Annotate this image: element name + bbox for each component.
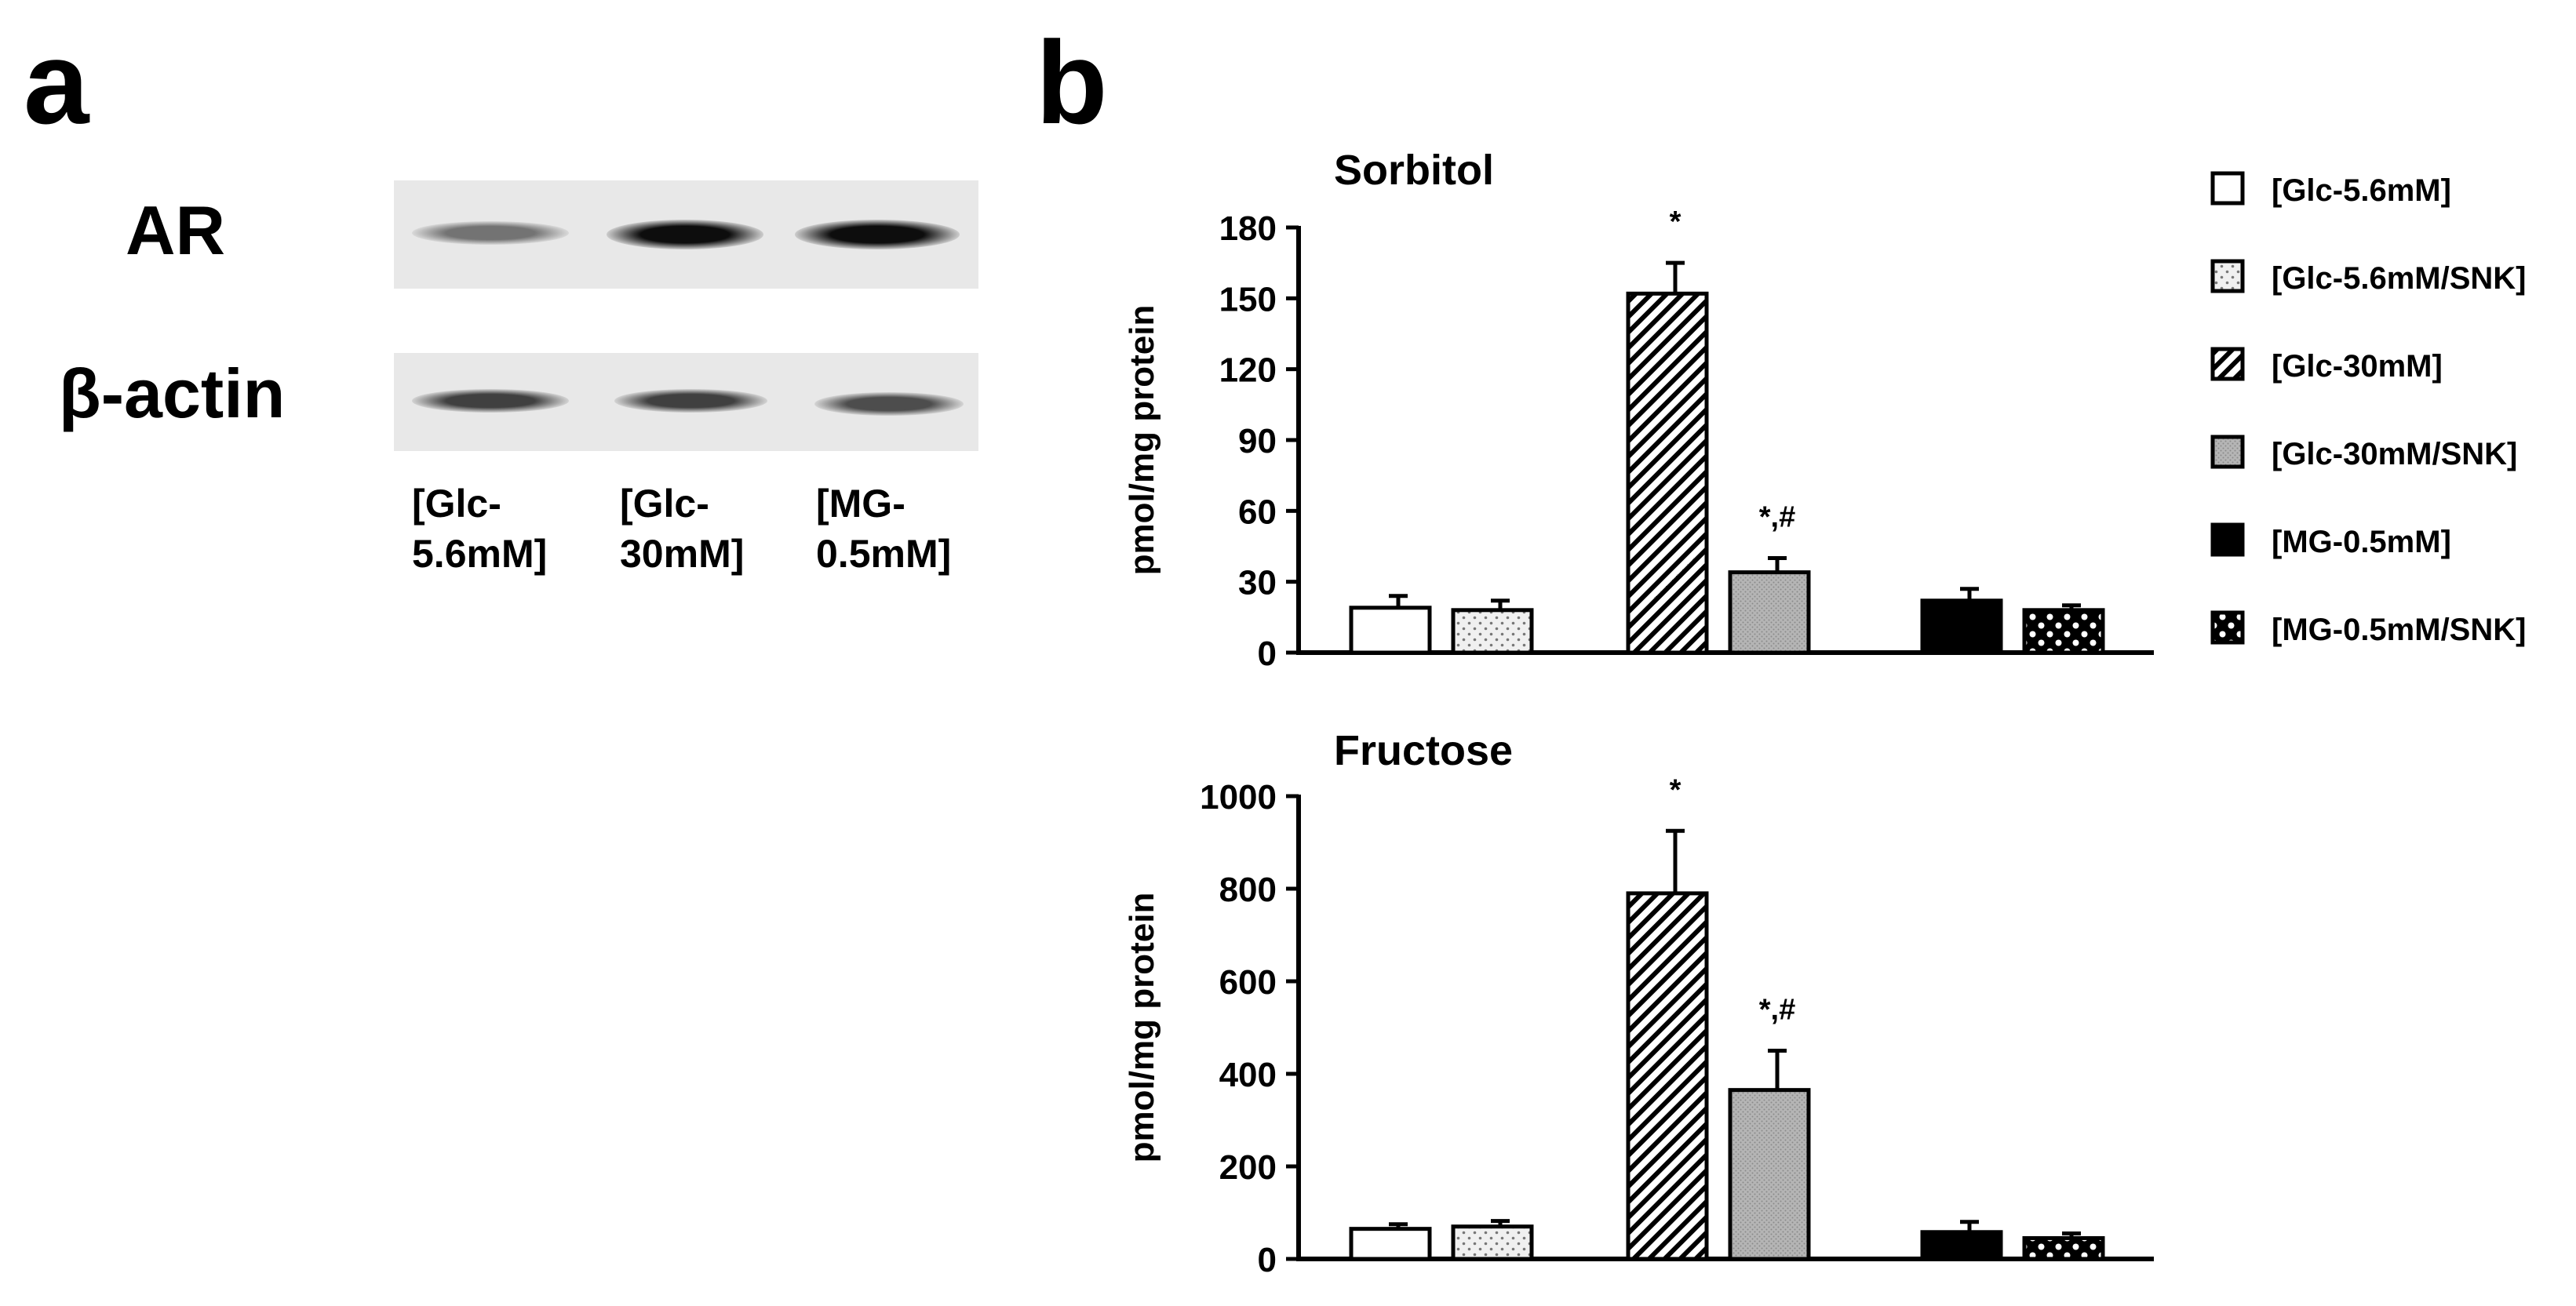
bar [2022, 1235, 2105, 1261]
bar [2022, 608, 2105, 655]
legend-label: [MG-0.5mM/SNK] [2272, 613, 2526, 647]
legend-swatch [2210, 610, 2245, 645]
bar [1920, 598, 2003, 655]
chart-title: Sorbitol [1334, 147, 1494, 194]
legend-swatch [2210, 435, 2245, 469]
legend-label: [Glc-30mM] [2272, 349, 2443, 384]
y-tick-label: 800 [1219, 871, 1277, 909]
legend-label: [Glc-30mM/SNK] [2272, 437, 2517, 471]
y-tick-label: 30 [1238, 564, 1277, 602]
chart-sorbitol: Sorbitol pmol/mg protein 0 30 60 90 120 150 180 *… [1123, 147, 2154, 673]
bar [1451, 608, 1534, 655]
chart-fructose: Fructose pmol/mg protein 0 200 400 600 800 1000… [1123, 727, 2154, 1279]
lane-label-3: [MG- 0.5mM] [816, 482, 952, 576]
legend-swatch [2210, 171, 2245, 206]
legend-label: [Glc-5.6mM/SNK] [2272, 261, 2527, 296]
ar-band-lane-1 [412, 221, 569, 245]
bar [1349, 606, 1432, 655]
bar [1920, 1230, 2003, 1261]
ar-band-lane-3 [795, 220, 960, 249]
lane-label-2: [Glc- 30mM] [620, 482, 745, 576]
beta-actin-row-label: β-actin [59, 355, 286, 432]
beta-actin-band-lane-3 [814, 392, 964, 416]
legend: [Glc-5.6mM] [Glc-5.6mM/SNK] [Glc-30mM] [Glc… [2210, 171, 2527, 647]
y-tick-label: 1000 [1200, 778, 1277, 817]
y-tick-label: 200 [1219, 1148, 1277, 1187]
bar [1626, 891, 1709, 1261]
beta-actin-band-lane-2 [614, 389, 767, 413]
y-axis-label: pmol/mg protein [1123, 893, 1161, 1163]
legend-label: [MG-0.5mM] [2272, 525, 2451, 559]
panel-b-letter: b [1036, 16, 1108, 148]
significance-label: *,# [1759, 501, 1795, 534]
bar [1728, 570, 1811, 655]
lane-label-1: [Glc- 5.6mM] [412, 482, 548, 576]
significance-label: *,# [1759, 994, 1795, 1027]
beta-actin-band-lane-1 [412, 389, 569, 413]
legend-label: [Glc-5.6mM] [2272, 173, 2451, 208]
ar-band-lane-2 [607, 220, 763, 249]
y-tick-label: 90 [1238, 422, 1277, 460]
legend-swatch [2210, 522, 2245, 557]
y-tick-label: 600 [1219, 963, 1277, 1002]
significance-label: * [1670, 206, 1682, 238]
y-tick-label: 120 [1219, 351, 1277, 390]
y-tick-label: 400 [1219, 1056, 1277, 1094]
y-tick-label: 60 [1238, 493, 1277, 531]
ar-row-label: AR [126, 191, 226, 269]
legend-swatch [2210, 259, 2245, 293]
bar [1451, 1224, 1534, 1261]
y-tick-label: 180 [1219, 209, 1277, 248]
y-tick-label: 150 [1219, 280, 1277, 318]
bar [1728, 1088, 1811, 1261]
panel-a-letter: a [24, 16, 89, 148]
legend-swatch [2210, 347, 2245, 381]
significance-label: * [1670, 773, 1682, 806]
y-tick-label: 0 [1258, 635, 1277, 673]
y-tick-label: 0 [1258, 1241, 1277, 1279]
bar [1349, 1227, 1432, 1261]
y-axis-label: pmol/mg protein [1123, 305, 1161, 576]
bar [1626, 291, 1709, 655]
chart-title: Fructose [1334, 727, 1513, 774]
